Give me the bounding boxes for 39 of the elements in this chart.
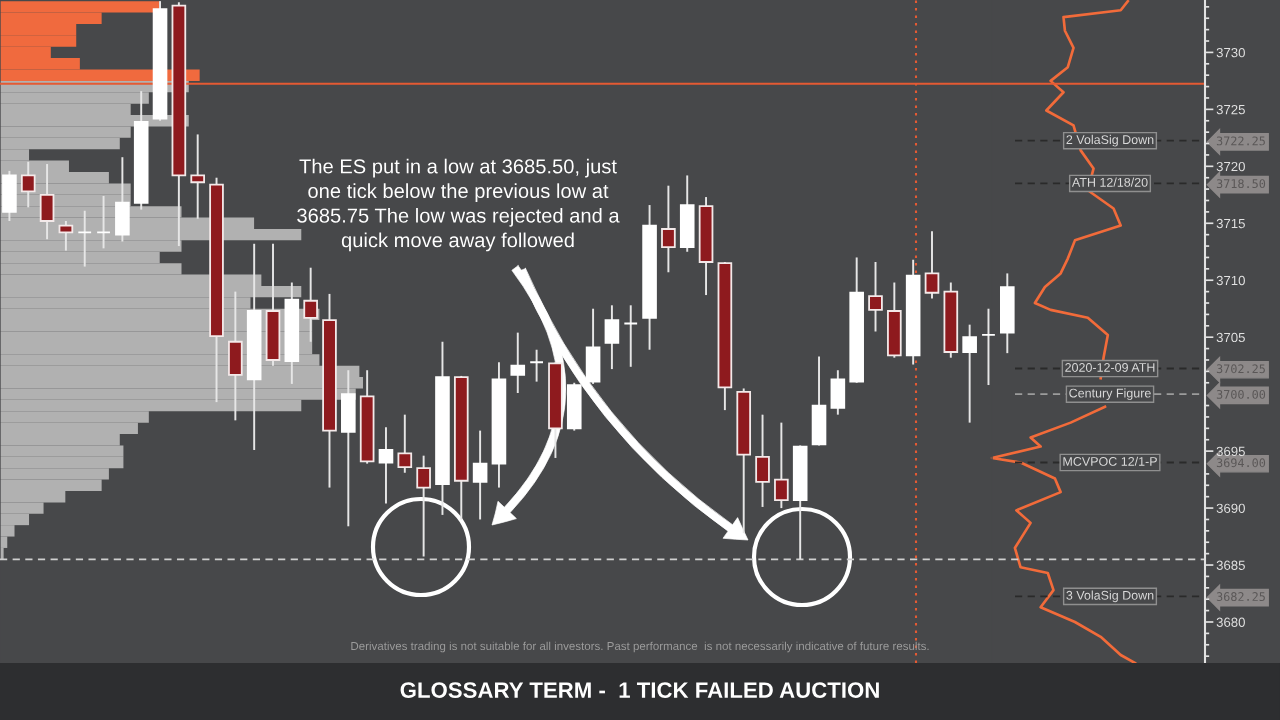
candlestick (981, 307, 996, 387)
ref-line-label: 3 VolaSig Down (1066, 590, 1154, 603)
candlestick (529, 348, 544, 383)
y-tick-label: 3690 (1216, 503, 1245, 513)
candlestick (58, 220, 74, 252)
candlestick (774, 421, 789, 510)
candlestick (868, 261, 883, 333)
ref-line-label: ATH 12/18/20 (1071, 177, 1148, 187)
candlestick (20, 160, 36, 209)
candlestick (962, 323, 977, 424)
annotation: Derivatives trading is not suitable for all investors. Past performance is not necessarily indicative of future results. (351, 641, 929, 653)
y-tick-label: 3715 (1216, 218, 1245, 229)
candlestick (416, 454, 431, 558)
y-tick-label: 3710 (1216, 275, 1245, 286)
ref-line-label: MCVPOC 12/1-P (1063, 456, 1157, 466)
y-tick-label: 3725 (1216, 104, 1245, 115)
annotation: The ES put in a low at 3685.50, just one tick below the previous low at 3685.75 The low was rejected and a quick move away followed (297, 158, 620, 252)
candlestick (303, 266, 318, 343)
y-tick-label: 3720 (1216, 161, 1245, 172)
y-tick-label: 3680 (1216, 617, 1245, 627)
y-tick-label: 3695 (1216, 446, 1245, 457)
ref-line-label: 2020-12-09 ATH (1065, 363, 1155, 372)
y-tick-label: 3705 (1216, 332, 1245, 343)
y-tick-label: 3730 (1216, 47, 1245, 58)
candlestick (623, 304, 639, 368)
candlestick (77, 209, 93, 268)
candlestick (510, 331, 526, 394)
ref-line-label: 2 VolaSig Down (1066, 134, 1154, 147)
candlestick (190, 133, 206, 220)
candlestick (96, 194, 111, 250)
text: GLOSSARY TERM - 1 TICK FAILED AUCTION (400, 682, 879, 698)
y-tick-label: 3685 (1216, 560, 1245, 570)
candlestick (397, 413, 413, 474)
candlestick (378, 426, 394, 505)
candlestick (604, 304, 620, 371)
candlestick (472, 429, 488, 521)
candlestick (661, 184, 676, 274)
candlestick (924, 230, 940, 300)
ref-line-label: Century Figure (1069, 388, 1151, 400)
